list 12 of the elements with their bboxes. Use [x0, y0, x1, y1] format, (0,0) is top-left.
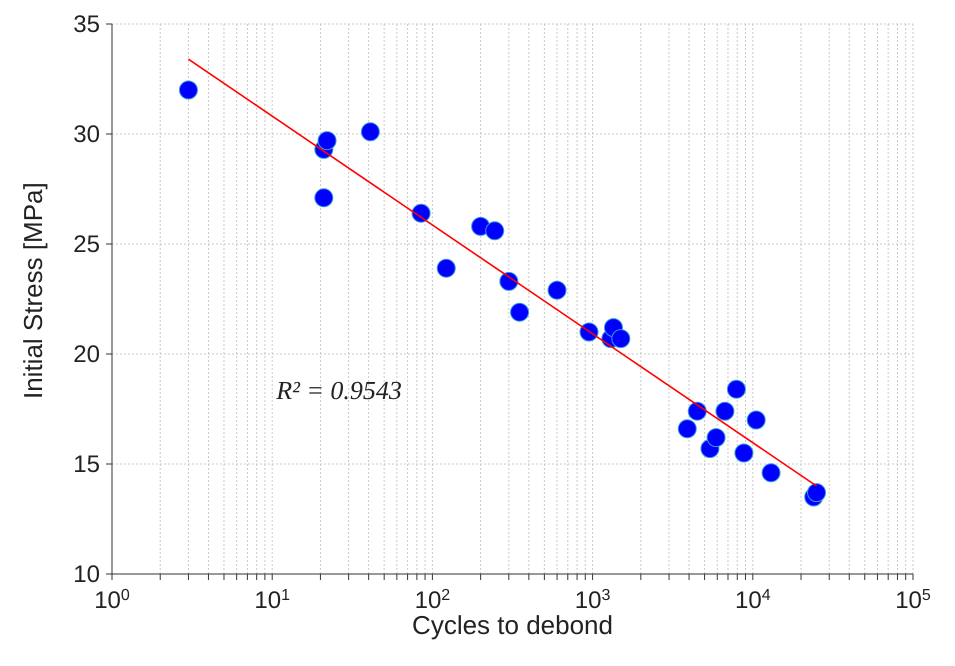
r-squared-note: R² = 0.9543 [276, 376, 402, 406]
y-axis-title: Initial Stress [MPa] [18, 182, 48, 399]
y-tick-label: 35 [73, 11, 100, 38]
x-tick-label: 10$^{4}$ [734, 586, 771, 614]
y-tick-label: 15 [73, 451, 100, 478]
x-tick-label: 10$^{5}$ [895, 586, 931, 614]
x-tick-label: 10$^{0}$ [94, 586, 130, 614]
y-tick-label: 10 [73, 561, 100, 588]
y-tick-label: 25 [73, 231, 100, 258]
x-tick-label: 10$^{1}$ [254, 586, 290, 614]
y-tick-label: 30 [73, 121, 100, 148]
y-tick-label: 20 [73, 341, 100, 368]
